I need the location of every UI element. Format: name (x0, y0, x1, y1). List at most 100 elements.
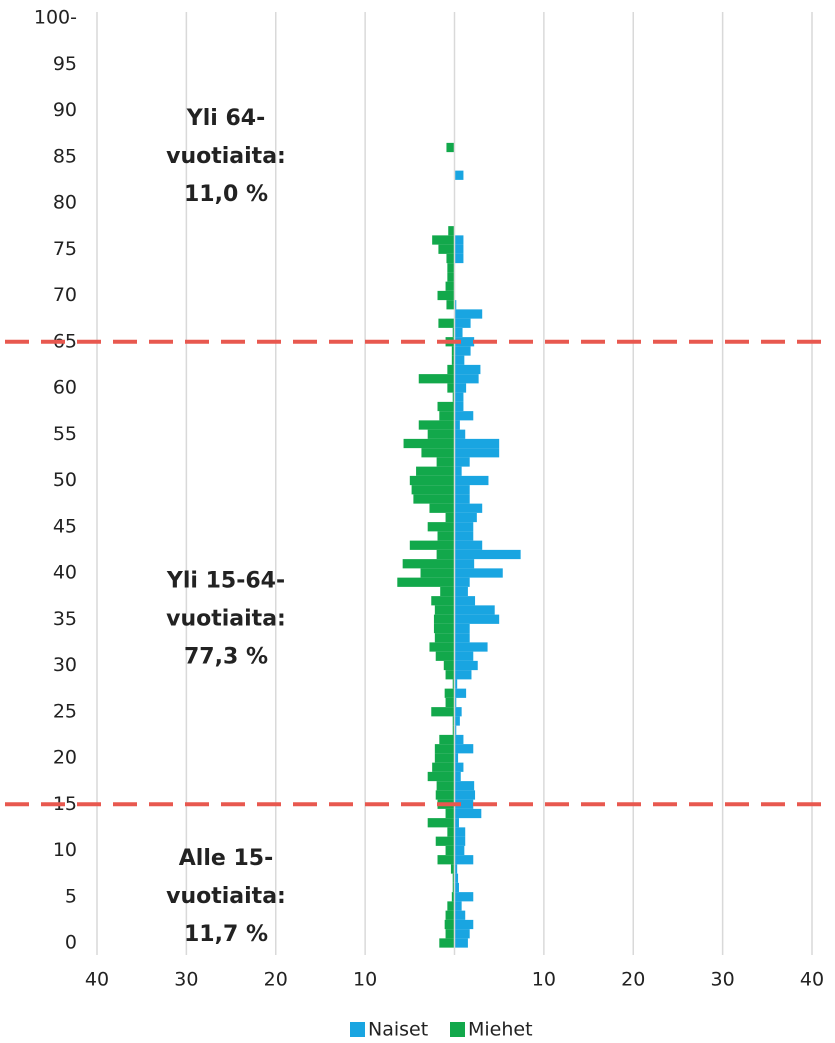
bar (452, 716, 455, 726)
bar (454, 466, 462, 476)
bar (454, 374, 479, 384)
bar (432, 762, 455, 772)
bar (454, 429, 466, 439)
y-tick-label: 80 (53, 192, 77, 214)
bar (454, 244, 464, 254)
bar (437, 401, 455, 412)
y-tick-label: 75 (53, 238, 77, 260)
y-tick-label: 5 (65, 885, 77, 907)
bar (454, 420, 460, 430)
bar (454, 762, 464, 772)
y-tick-label: 45 (53, 515, 77, 537)
bar (450, 864, 455, 874)
bar (454, 586, 468, 597)
bar (427, 522, 455, 532)
bar (452, 679, 455, 689)
x-tick-label: 30 (174, 969, 198, 991)
bar (454, 836, 466, 846)
annotation: Alle 15- (179, 846, 273, 871)
bar (402, 559, 455, 569)
bar (454, 633, 470, 643)
bar (445, 670, 455, 680)
annotation: 11,0 % (184, 182, 268, 207)
bar (437, 531, 455, 541)
bar (435, 651, 455, 661)
bar (454, 753, 459, 763)
bar (438, 244, 455, 254)
bar (454, 919, 474, 930)
bar (454, 392, 464, 402)
bar (454, 605, 495, 615)
bar (454, 808, 482, 819)
bar (451, 892, 455, 902)
y-tick-label: 90 (53, 99, 77, 121)
bar (454, 448, 500, 458)
bar (454, 559, 475, 569)
bar (454, 790, 476, 800)
bar (454, 364, 481, 375)
bar (454, 670, 472, 680)
bar (439, 411, 455, 421)
bar (429, 642, 455, 652)
bar (432, 235, 455, 245)
bar (454, 734, 464, 745)
bar (451, 346, 455, 356)
bar (446, 253, 455, 264)
y-tick-label: 10 (53, 839, 77, 861)
bar (435, 790, 455, 800)
bar (454, 707, 462, 717)
bar (452, 873, 455, 883)
bar (454, 679, 458, 689)
y-tick-label: 40 (53, 562, 77, 584)
bar (452, 392, 455, 402)
bar (437, 290, 455, 301)
bar (418, 420, 455, 430)
x-tick-label: 40 (800, 969, 824, 991)
bar (403, 438, 455, 449)
y-tick-label: 70 (53, 284, 77, 306)
bar (436, 781, 455, 791)
bar (454, 938, 468, 948)
bar (454, 411, 474, 421)
bar (397, 577, 455, 587)
bar (452, 882, 455, 893)
annotation: vuotiaita: (166, 606, 286, 631)
x-tick-label: 20 (621, 969, 645, 991)
bar (421, 448, 455, 458)
bar (431, 707, 455, 717)
bar (445, 910, 455, 920)
bar (454, 688, 467, 698)
bar (454, 457, 470, 467)
bar (409, 475, 455, 486)
bar (454, 892, 474, 902)
bar (454, 549, 521, 560)
bar (454, 337, 475, 347)
bar (454, 725, 457, 735)
x-tick-label: 10 (532, 969, 556, 991)
bar (454, 522, 474, 532)
bar (454, 235, 464, 245)
annotation: 77,3 % (184, 644, 268, 669)
bar (454, 660, 478, 671)
bar (436, 457, 455, 467)
y-tick-label: 55 (53, 423, 77, 445)
bar (454, 475, 489, 486)
bar (454, 503, 483, 513)
bar (447, 364, 455, 375)
bar (454, 845, 465, 856)
bar (454, 327, 463, 338)
bar (443, 660, 455, 671)
bar (439, 734, 455, 745)
annotation: vuotiaita: (166, 884, 286, 909)
bar (409, 540, 455, 550)
bar (454, 438, 500, 449)
bar (454, 901, 462, 911)
bar (434, 633, 455, 643)
bar (452, 327, 455, 338)
bar (454, 614, 500, 624)
bar (454, 577, 470, 587)
bar (418, 374, 455, 384)
bar (454, 623, 470, 634)
bar (454, 401, 464, 412)
